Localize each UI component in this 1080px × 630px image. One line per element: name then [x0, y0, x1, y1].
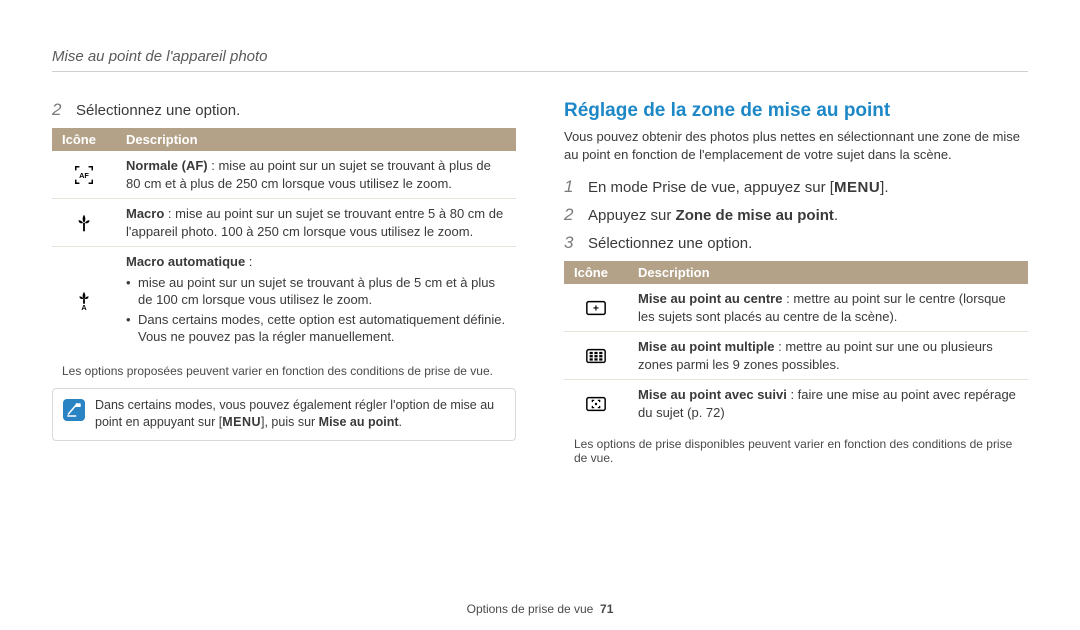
- step-number: 3: [564, 233, 576, 253]
- info-note: Dans certains modes, vous pouvez égaleme…: [52, 388, 516, 441]
- menu-glyph: MENU: [834, 179, 880, 196]
- table-row: + Mise au point au centre : mettre au po…: [564, 284, 1028, 332]
- multi-af-icon: [564, 332, 628, 380]
- focus-distance-table: Icône Description AF Normale (AF) : mise…: [52, 128, 516, 354]
- col-icon: Icône: [52, 128, 116, 151]
- center-af-icon: +: [564, 284, 628, 332]
- section-title: Réglage de la zone de mise au point: [564, 100, 1028, 122]
- right-step-3: 3 Sélectionnez une option.: [564, 233, 1028, 253]
- table-header-row: Icône Description: [52, 128, 516, 151]
- right-column: Réglage de la zone de mise au point Vous…: [564, 100, 1028, 475]
- right-footnote: Les options de prise disponibles peuvent…: [574, 437, 1028, 465]
- af-normal-desc: Normale (AF) : mise au point sur un suje…: [116, 151, 516, 199]
- right-step-1: 1 En mode Prise de vue, appuyez sur [MEN…: [564, 177, 1028, 197]
- step-text: Sélectionnez une option.: [76, 102, 516, 119]
- auto-macro-icon: A: [52, 247, 116, 354]
- focus-area-table: Icône Description + Mise au point au cen…: [564, 261, 1028, 427]
- col-description: Description: [116, 128, 516, 151]
- auto-macro-desc: Macro automatique : mise au point sur un…: [116, 247, 516, 354]
- note-icon: [63, 399, 85, 421]
- svg-text:AF: AF: [79, 171, 89, 180]
- col-icon: Icône: [564, 261, 628, 284]
- page-header: Mise au point de l'appareil photo: [52, 48, 1028, 72]
- step-number: 2: [564, 205, 576, 225]
- tracking-af-desc: Mise au point avec suivi : faire une mis…: [628, 380, 1028, 428]
- content-columns: 2 Sélectionnez une option. Icône Descrip…: [52, 100, 1028, 475]
- left-step-2: 2 Sélectionnez une option.: [52, 100, 516, 120]
- menu-glyph: MENU: [222, 415, 261, 429]
- bullet-item: mise au point sur un sujet se trouvant à…: [126, 274, 506, 309]
- step-text: En mode Prise de vue, appuyez sur [MENU]…: [588, 179, 1028, 196]
- auto-macro-bullets: mise au point sur un sujet se trouvant à…: [126, 274, 506, 346]
- tracking-af-icon: [564, 380, 628, 428]
- table-row: Mise au point avec suivi : faire une mis…: [564, 380, 1028, 428]
- bullet-item: Dans certains modes, cette option est au…: [126, 311, 506, 346]
- svg-text:A: A: [81, 303, 87, 312]
- table-row: A Macro automatique : mise au point sur …: [52, 247, 516, 354]
- af-normal-icon: AF: [52, 151, 116, 199]
- svg-text:+: +: [593, 303, 599, 314]
- section-desc: Vous pouvez obtenir des photos plus nett…: [564, 128, 1028, 163]
- left-footnote: Les options proposées peuvent varier en …: [62, 364, 516, 378]
- step-number: 1: [564, 177, 576, 197]
- page-footer: Options de prise de vue 71: [0, 602, 1080, 616]
- col-description: Description: [628, 261, 1028, 284]
- multi-af-desc: Mise au point multiple : mettre au point…: [628, 332, 1028, 380]
- step-number: 2: [52, 100, 64, 120]
- step-text: Sélectionnez une option.: [588, 235, 1028, 252]
- table-header-row: Icône Description: [564, 261, 1028, 284]
- step-text: Appuyez sur Zone de mise au point.: [588, 207, 1028, 224]
- left-column: 2 Sélectionnez une option. Icône Descrip…: [52, 100, 516, 475]
- table-row: AF Normale (AF) : mise au point sur un s…: [52, 151, 516, 199]
- table-row: Macro : mise au point sur un sujet se tr…: [52, 199, 516, 247]
- note-text: Dans certains modes, vous pouvez égaleme…: [95, 397, 505, 432]
- table-row: Mise au point multiple : mettre au point…: [564, 332, 1028, 380]
- macro-icon: [52, 199, 116, 247]
- macro-desc: Macro : mise au point sur un sujet se tr…: [116, 199, 516, 247]
- center-af-desc: Mise au point au centre : mettre au poin…: [628, 284, 1028, 332]
- right-step-2: 2 Appuyez sur Zone de mise au point.: [564, 205, 1028, 225]
